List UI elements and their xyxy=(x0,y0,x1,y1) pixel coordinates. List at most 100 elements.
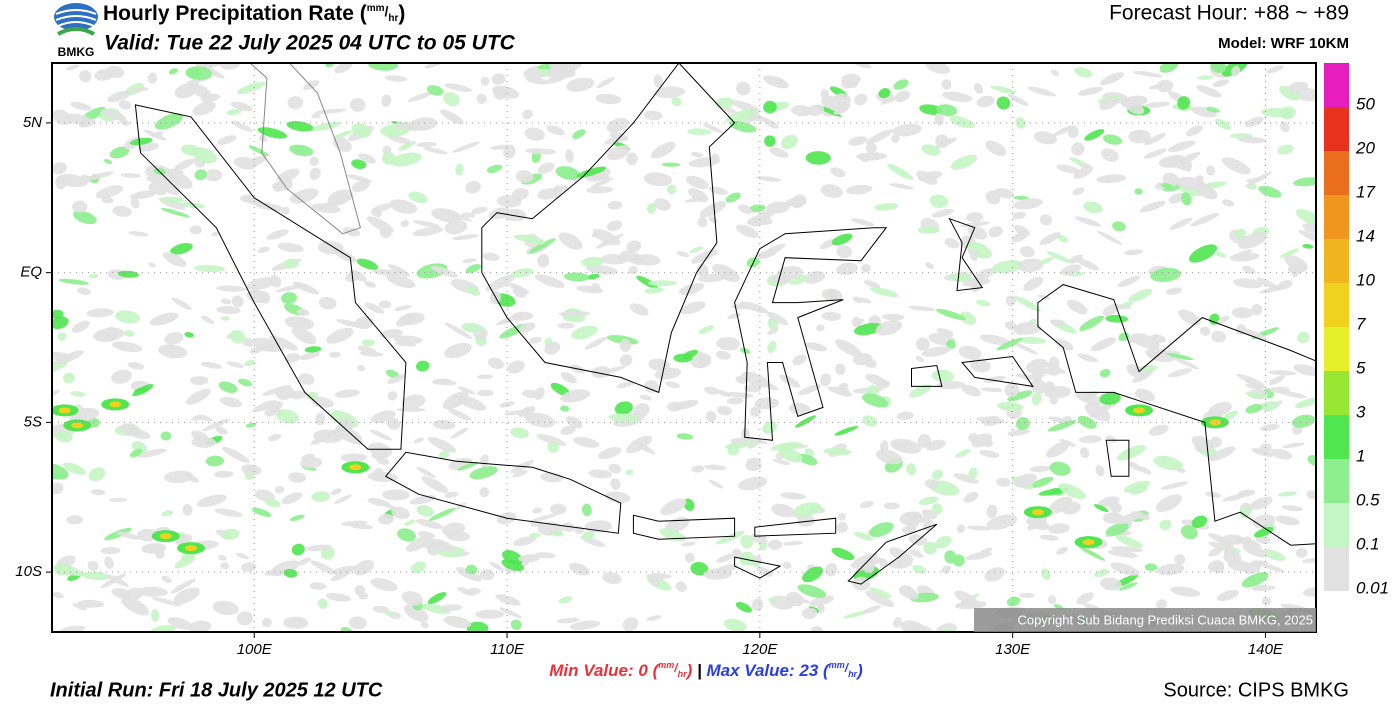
rain-cell xyxy=(1128,461,1143,472)
rain-cell xyxy=(405,534,434,552)
rain-cell xyxy=(643,172,673,187)
rain-cell xyxy=(118,100,132,110)
rain-cell xyxy=(415,518,444,529)
rain-cell xyxy=(716,405,732,416)
rain-cell xyxy=(393,335,423,344)
rain-cell xyxy=(1133,70,1163,78)
rain-cell xyxy=(736,81,751,96)
rain-cell xyxy=(834,425,859,436)
rain-cell xyxy=(1282,442,1305,449)
rain-cell xyxy=(697,217,708,228)
rain-cell xyxy=(880,440,889,453)
rain-cell xyxy=(465,564,478,575)
rain-cell xyxy=(1294,397,1316,408)
rain-cell xyxy=(387,417,401,430)
rain-cell xyxy=(137,142,159,152)
rain-cell xyxy=(1133,407,1146,414)
rain-cell xyxy=(465,264,481,274)
min-max-line: Min Value: 0 (mm/hr) | Max Value: 23 (mm… xyxy=(549,660,863,680)
rain-cell xyxy=(326,327,354,344)
rain-cell xyxy=(715,530,745,545)
rain-cell xyxy=(529,336,542,344)
rain-cell xyxy=(793,502,822,517)
rain-cell xyxy=(836,262,858,276)
rain-cell xyxy=(289,514,305,521)
colorbar-label: 14 xyxy=(1356,226,1375,245)
rain-cell xyxy=(833,107,848,115)
rain-cell xyxy=(182,504,193,516)
rain-cell xyxy=(185,66,212,80)
rain-cell xyxy=(946,339,956,350)
rain-cell xyxy=(563,272,590,282)
rain-cell xyxy=(52,591,64,599)
rain-cell xyxy=(230,101,253,112)
rain-cell xyxy=(869,287,899,298)
rain-cell xyxy=(171,297,192,310)
rain-cell xyxy=(1058,483,1087,499)
rain-cell xyxy=(381,94,392,107)
rain-cell xyxy=(1155,494,1182,513)
rain-cell xyxy=(1270,448,1293,460)
rain-cell xyxy=(512,536,536,547)
rain-cell xyxy=(643,110,663,121)
rain-cell xyxy=(71,320,90,333)
rain-cell xyxy=(1278,491,1298,497)
rain-cell xyxy=(1115,535,1143,549)
rain-cell xyxy=(1307,455,1316,466)
rain-cell xyxy=(1255,535,1271,545)
rain-cell xyxy=(997,402,1024,412)
rain-cell xyxy=(855,557,882,572)
rain-cell xyxy=(101,196,114,204)
min-unit-numerator: mm xyxy=(658,660,674,670)
axis-ticks: 100E 110E 120E 130E 140E 5N EQ 5S 10S xyxy=(15,114,1284,658)
rain-cell xyxy=(1099,368,1111,378)
rain-cell xyxy=(875,320,903,336)
rain-cell xyxy=(300,457,323,469)
rain-cell xyxy=(511,188,529,200)
rain-cell xyxy=(1160,481,1189,490)
y-tick-label: 10S xyxy=(15,563,42,580)
rain-cell xyxy=(1027,517,1047,531)
rain-cell xyxy=(1015,417,1030,431)
rain-cell xyxy=(387,391,398,401)
rain-cell xyxy=(455,566,482,582)
rain-cell xyxy=(179,202,206,209)
rain-cell xyxy=(1229,252,1260,262)
rain-cell xyxy=(111,588,131,599)
rain-cell xyxy=(950,154,978,170)
rain-cell xyxy=(412,227,444,237)
rain-cell xyxy=(730,437,747,444)
rain-cell xyxy=(270,274,282,288)
rain-cell xyxy=(226,109,242,116)
rain-cell xyxy=(1301,557,1316,563)
rain-cell xyxy=(823,447,852,456)
rain-cell xyxy=(996,477,1011,487)
colorbar-segment xyxy=(1324,283,1349,327)
rain-cell xyxy=(633,403,650,419)
rain-cell xyxy=(735,224,759,238)
rain-cell xyxy=(1291,265,1301,278)
rain-cell xyxy=(111,369,132,384)
rain-cell xyxy=(218,381,238,394)
rain-cell xyxy=(291,326,317,345)
forecast-hour: Forecast Hour: +88 ~ +89 xyxy=(1109,2,1349,25)
rain-cell xyxy=(477,389,494,397)
rain-cell xyxy=(1049,461,1071,476)
rain-cell xyxy=(1105,522,1129,537)
rain-cell xyxy=(1048,416,1066,423)
rain-cell xyxy=(407,92,433,102)
rain-cell xyxy=(118,118,130,126)
rain-cell xyxy=(356,258,379,270)
rain-cell xyxy=(361,339,375,347)
colorbar-segment xyxy=(1324,107,1349,151)
logo-text: BMKG xyxy=(58,45,95,59)
rain-cell xyxy=(296,308,310,316)
rain-cell xyxy=(487,357,504,370)
rain-cell xyxy=(277,176,293,191)
rain-cell xyxy=(1078,545,1106,561)
copyright-box xyxy=(974,608,1316,632)
colorbar-segment xyxy=(1324,151,1349,195)
rain-cell xyxy=(762,421,778,434)
rain-cell xyxy=(573,437,600,448)
rain-cell xyxy=(202,418,230,432)
